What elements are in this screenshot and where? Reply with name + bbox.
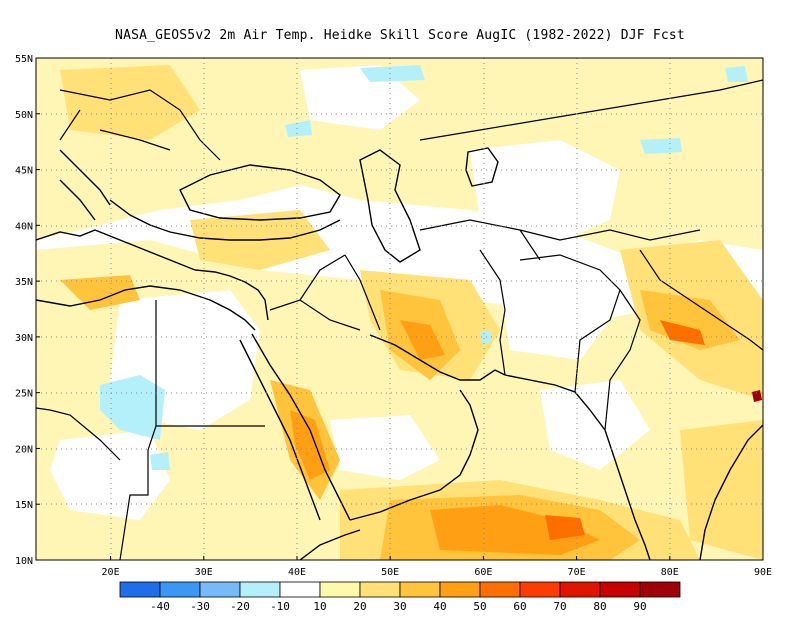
colorbar-swatch [159, 581, 201, 598]
coastline-red-sea-west [239, 339, 321, 521]
border-russia-kazakh [419, 79, 763, 141]
colorbar-swatch [439, 581, 481, 598]
colorbar-label: 60 [513, 600, 526, 613]
x-tick-label: 50E [381, 567, 399, 578]
fill-gold-mediterranean [60, 275, 140, 310]
x-tick-label: 70E [568, 567, 586, 578]
y-tick-label: 40N [15, 221, 33, 232]
fill-cyan-libya [100, 375, 165, 440]
colorbar-swatch [599, 581, 641, 598]
coastline-aegean-turkey [109, 199, 341, 241]
fill-yellow-eastern-europe [60, 65, 200, 140]
coastline-black-sea [179, 164, 341, 221]
coastline-iran-pakistan [504, 374, 606, 431]
fill-brown-ne-india [752, 390, 762, 402]
fill-cyan-kazakh [725, 66, 748, 82]
border-algeria-libya [36, 407, 121, 461]
colorbar-swatch [359, 581, 401, 598]
coastline-caspian [359, 149, 421, 263]
fill-cyan-russia-b [285, 120, 312, 137]
x-tick-label: 20E [102, 567, 120, 578]
fill-white-arabia [330, 415, 440, 480]
colorbar-swatch [279, 581, 321, 598]
colorbar-swatch [239, 581, 281, 598]
colorbar-label: 40 [433, 600, 446, 613]
x-tick-label: 40E [288, 567, 306, 578]
fill-gold-punjab [640, 290, 740, 350]
x-tick-label: 90E [754, 567, 772, 578]
fill-orange-hejaz [290, 410, 330, 480]
colorbar-swatch [319, 581, 361, 598]
colorbar-swatch [399, 581, 441, 598]
colorbar: -40 -30 -20 -10 10 20 30 40 50 60 70 80 90 [119, 581, 681, 613]
coastline-persian-gulf [369, 334, 506, 381]
coastline-red-sea-east [251, 333, 351, 521]
fill-white-afghanistan [500, 280, 610, 360]
y-tick-label: 20N [15, 444, 33, 455]
colorbar-label: 10 [313, 600, 326, 613]
colorbar-swatch [479, 581, 521, 598]
border-europe [59, 89, 221, 161]
fill-white-rajasthan [540, 380, 650, 470]
colorbar-swatch [199, 581, 241, 598]
border-central-asia [419, 219, 701, 261]
fill-orange-arabian-sea [430, 505, 600, 555]
coastline-mediterranean [36, 229, 269, 321]
x-tick-label: 30E [195, 567, 213, 578]
coastline-adriatic [59, 149, 111, 221]
fill-cyan-chad [150, 452, 170, 470]
fill-yellow-bay-bengal [680, 420, 763, 560]
fill-orange-iran-south [400, 320, 445, 360]
fill-white-caspian-east [470, 140, 620, 250]
fill-cyan-russia-a [360, 65, 425, 82]
colorbar-label: -10 [270, 600, 290, 613]
border-saudi-iraq [269, 254, 361, 331]
fill-dark-orange-arabian-sea [545, 515, 585, 540]
y-tick-label: 10N [15, 556, 33, 567]
y-tick-label: 25N [15, 389, 33, 400]
colorbar-swatch [119, 581, 161, 598]
border-china-india [639, 249, 763, 351]
colorbar-swatch [519, 581, 561, 598]
y-tick-label: 15N [15, 500, 33, 511]
x-tick-label: 80E [661, 567, 679, 578]
fill-dark-orange-north-india [660, 320, 705, 345]
colorbar-label: 90 [633, 600, 646, 613]
y-axis-ticks: 55N 50N 45N 40N 35N 30N 25N 20N 15N 10N [15, 54, 40, 567]
coastline-india-west [604, 429, 651, 560]
y-tick-label: 45N [15, 166, 33, 177]
x-tick-label: 60E [474, 567, 492, 578]
colorbar-label: 70 [553, 600, 566, 613]
colorbar-label: -40 [150, 600, 170, 613]
y-tick-label: 55N [15, 54, 33, 65]
colorbar-label: 30 [393, 600, 406, 613]
fill-white-sahara [50, 430, 170, 520]
colorbar-label: 50 [473, 600, 486, 613]
skill-fill-layer [36, 58, 763, 560]
colorbar-label: 20 [353, 600, 366, 613]
colorbar-label: -30 [190, 600, 210, 613]
y-tick-label: 35N [15, 277, 33, 288]
coastline-india-east [699, 424, 763, 560]
coastline-somalia [299, 529, 361, 560]
map-frame [35, 57, 764, 561]
y-tick-label: 30N [15, 333, 33, 344]
gridlines [36, 58, 763, 560]
x-axis-ticks: 20E 30E 40E 50E 60E 70E 80E 90E [102, 556, 772, 578]
border-iran-iraq [344, 254, 381, 331]
fill-cyan-mongolia [640, 138, 682, 154]
border-iran-afghanistan [479, 249, 506, 376]
colorbar-swatch [639, 581, 681, 598]
y-tick-label: 50N [15, 110, 33, 121]
colorbar-label: -20 [230, 600, 250, 613]
map-title: NASA_GEOS5v2 2m Air Temp. Heidke Skill S… [115, 28, 685, 43]
coastline-north-africa [36, 285, 256, 331]
colorbar-swatch [559, 581, 601, 598]
border-india-pakistan [604, 289, 641, 431]
colorbar-label: 80 [593, 600, 606, 613]
border-libya-egypt [119, 300, 265, 560]
